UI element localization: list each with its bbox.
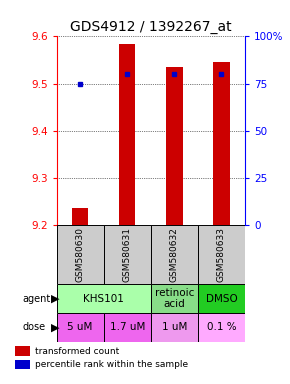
Bar: [104, 225, 151, 284]
Bar: [151, 284, 198, 313]
Bar: [151, 225, 198, 284]
Text: dose: dose: [23, 322, 46, 333]
Bar: [57, 225, 104, 284]
Bar: [14, 360, 30, 369]
Bar: [72, 208, 88, 225]
Text: ▶: ▶: [51, 322, 59, 333]
Text: GSM580632: GSM580632: [170, 227, 179, 282]
Title: GDS4912 / 1392267_at: GDS4912 / 1392267_at: [70, 20, 232, 34]
Text: KHS101: KHS101: [83, 293, 124, 304]
Text: 1.7 uM: 1.7 uM: [110, 322, 145, 333]
Text: GSM580631: GSM580631: [123, 227, 132, 282]
Bar: [198, 313, 245, 342]
Text: 5 uM: 5 uM: [67, 322, 93, 333]
Bar: [166, 67, 183, 225]
Text: ▶: ▶: [51, 293, 59, 304]
Bar: [119, 43, 135, 225]
Bar: [198, 284, 245, 313]
Text: retinoic
acid: retinoic acid: [155, 288, 194, 310]
Text: 1 uM: 1 uM: [162, 322, 187, 333]
Bar: [104, 313, 151, 342]
Bar: [151, 313, 198, 342]
Bar: [213, 62, 230, 225]
Text: DMSO: DMSO: [206, 293, 237, 304]
Bar: [198, 225, 245, 284]
Bar: [57, 284, 151, 313]
Bar: [57, 313, 104, 342]
Text: GSM580633: GSM580633: [217, 227, 226, 282]
Text: GSM580630: GSM580630: [76, 227, 85, 282]
Text: transformed count: transformed count: [35, 347, 120, 356]
Bar: [14, 346, 30, 356]
Text: agent: agent: [23, 293, 51, 304]
Text: percentile rank within the sample: percentile rank within the sample: [35, 360, 188, 369]
Text: 0.1 %: 0.1 %: [207, 322, 236, 333]
